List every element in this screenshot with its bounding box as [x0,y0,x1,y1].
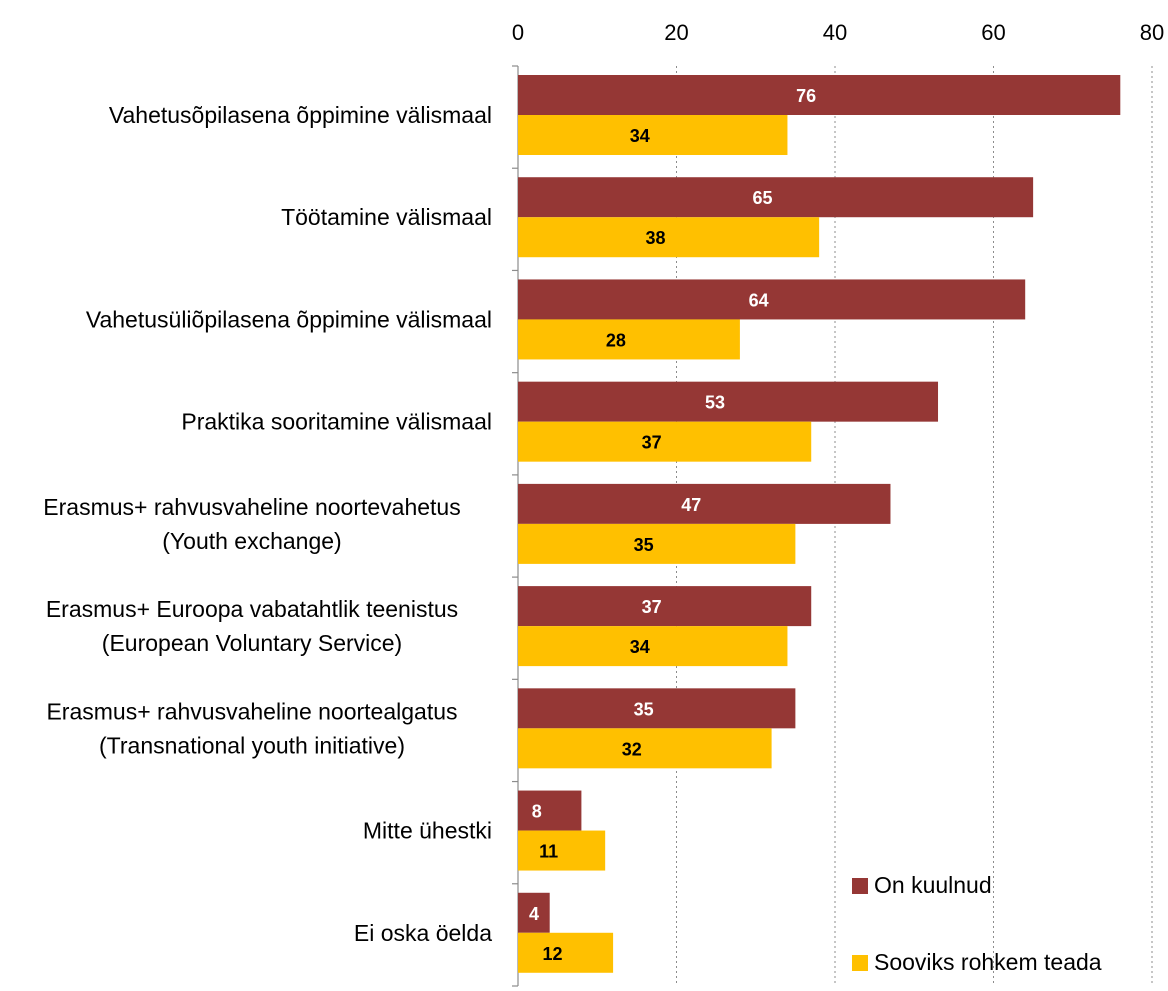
bar-on-kuulnud-7 [518,790,582,831]
bar-on-kuulnud-8 [518,892,550,933]
category-label-7-line-0: Mitte ühestki [363,818,492,844]
category-label-5-line-1: (European Voluntary Service) [102,630,402,656]
bar-sooviks-rohkem-teada-3 [518,421,812,462]
bars: 76 34 65 38 64 28 53 37 47 35 37 34 35 32 8 11 412 [518,75,1121,973]
data-label-sooviks-rohkem-teada-8: 12 [543,944,563,964]
data-label-on-kuulnud-5: 37 [642,597,662,617]
data-label-sooviks-rohkem-teada-0: 34 [630,126,650,146]
legend-label-sooviks-rohkem-teada: Sooviks rohkem teada [874,949,1102,975]
legend-label-on-kuulnud: On kuulnud [874,872,992,898]
bar-on-kuulnud-2 [518,279,1026,320]
category-label-2-line-0: Vahetusüliõpilasena õppimine välismaal [86,306,492,332]
data-label-sooviks-rohkem-teada-2: 28 [606,330,626,350]
bar-on-kuulnud-0 [518,75,1121,115]
data-label-sooviks-rohkem-teada-3: 37 [642,433,662,453]
tick-label-60: 60 [981,20,1005,45]
data-label-on-kuulnud-6: 35 [634,699,654,719]
bar-sooviks-rohkem-teada-2 [518,319,740,360]
y-axis [512,65,519,987]
data-label-sooviks-rohkem-teada-1: 38 [646,228,666,248]
bar-on-kuulnud-3 [518,381,939,422]
data-label-on-kuulnud-8: 4 [529,904,539,924]
data-label-on-kuulnud-2: 64 [749,290,769,310]
category-label-8-line-0: Ei oska öelda [354,920,492,946]
x-axis-ticks: 0 20 40 60 80 [512,20,1164,45]
bar-sooviks-rohkem-teada-8 [518,932,614,973]
data-label-on-kuulnud-1: 65 [753,188,773,208]
category-label-1-line-0: Töötamine välismaal [281,204,492,230]
data-label-on-kuulnud-3: 53 [705,393,725,413]
data-label-on-kuulnud-0: 76 [796,86,816,106]
category-label-4-line-0: Erasmus+ rahvusvaheline noortevahetus [43,494,460,520]
category-label-6-line-1: (Transnational youth initiative) [99,732,405,758]
data-label-on-kuulnud-4: 47 [681,495,701,515]
bar-on-kuulnud-5 [518,586,812,627]
bar-sooviks-rohkem-teada-4 [518,523,796,564]
category-label-4-line-1: (Youth exchange) [162,528,341,554]
tick-label-40: 40 [823,20,847,45]
legend-swatch-sooviks-rohkem-teada [852,955,868,971]
category-label-0-line-0: Vahetusõpilasena õppimine välismaal [109,102,492,128]
bar-sooviks-rohkem-teada-1 [518,217,820,258]
bar-on-kuulnud-1 [518,177,1034,218]
data-label-sooviks-rohkem-teada-4: 35 [634,535,654,555]
data-label-sooviks-rohkem-teada-7: 11 [539,842,558,862]
category-label-5-line-0: Erasmus+ Euroopa vabatahtlik teenistus [46,596,458,622]
category-label-6-line-0: Erasmus+ rahvusvaheline noortealgatus [46,698,457,724]
tick-label-20: 20 [664,20,688,45]
tick-label-0: 0 [512,20,524,45]
data-label-sooviks-rohkem-teada-5: 34 [630,637,650,657]
bar-sooviks-rohkem-teada-0 [518,115,788,155]
legend-swatch-on-kuulnud [852,878,868,894]
bar-sooviks-rohkem-teada-7 [518,830,606,871]
bar-sooviks-rohkem-teada-6 [518,728,772,769]
legend: On kuulnud Sooviks rohkem teada [852,872,1102,975]
category-label-3-line-0: Praktika sooritamine välismaal [181,409,492,435]
category-labels: Vahetusõpilasena õppimine välismaal Tööta… [43,102,492,946]
tick-label-80: 80 [1140,20,1164,45]
bar-sooviks-rohkem-teada-5 [518,626,788,667]
bar-on-kuulnud-6 [518,688,796,729]
data-label-sooviks-rohkem-teada-6: 32 [622,739,642,759]
bar-on-kuulnud-4 [518,483,891,524]
data-label-on-kuulnud-7: 8 [532,802,542,822]
